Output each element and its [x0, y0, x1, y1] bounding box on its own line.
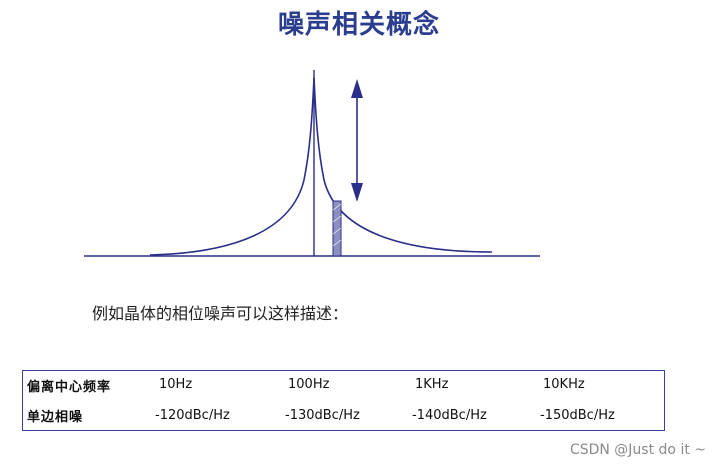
- table-cell: 10KHz: [543, 377, 585, 392]
- bar-hatch: [332, 203, 342, 211]
- watermark: CSDN @Just do it ~: [569, 442, 706, 458]
- phase-noise-table: 偏离中心频率 10Hz 100Hz 1KHz 10KHz 单边相噪 -120dB…: [22, 370, 665, 431]
- spectrum-curve-right: [313, 77, 493, 253]
- bar-hatch: [332, 215, 342, 223]
- spectrum-curve-left: [149, 77, 315, 256]
- row-label-offset-frequency: 偏离中心频率: [27, 380, 112, 395]
- row-label-single-sideband-noise: 单边相噪: [27, 410, 84, 425]
- table-cell: -150dBc/Hz: [540, 408, 615, 423]
- table-cell: -130dBc/Hz: [285, 408, 360, 423]
- table-cell: 100Hz: [288, 377, 330, 392]
- table-cell: -120dBc/Hz: [155, 408, 230, 423]
- diagram-caption: 例如晶体的相位噪声可以这样描述：: [92, 304, 349, 323]
- table-cell: 1KHz: [415, 377, 449, 392]
- page-title: 噪声相关概念: [277, 10, 440, 40]
- bar-hatch: [332, 227, 342, 235]
- table-cell: -140dBc/Hz: [412, 408, 487, 423]
- table-cell: 10Hz: [159, 377, 193, 392]
- phase-noise-diagram: [84, 70, 540, 257]
- offset-bandwidth-bar: [332, 200, 342, 257]
- arrow-head-down-icon: [351, 183, 363, 202]
- arrow-head-up-icon: [351, 79, 363, 98]
- bar-hatch: [332, 239, 342, 247]
